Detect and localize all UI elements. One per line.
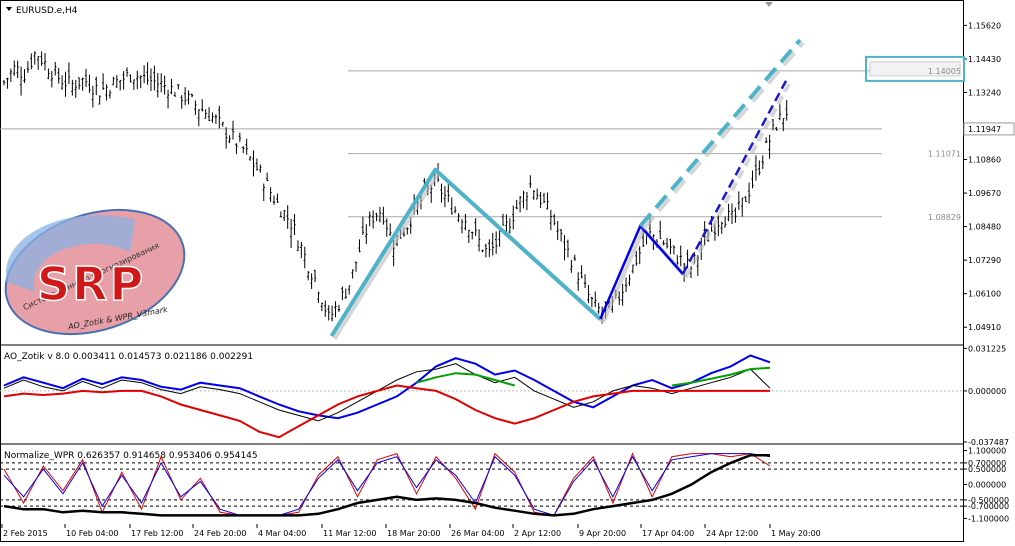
wpr-tick-label: 0.700000 xyxy=(968,459,1006,468)
time-tick-label: 9 Apr 20:00 xyxy=(579,529,626,538)
price-tick-label: 1.08480 xyxy=(968,223,1001,232)
ao-title: AO_Zotik v 8.0 0.003411 0.014573 0.02118… xyxy=(4,352,253,362)
ao-tick-label: -0.037487 xyxy=(968,438,1009,447)
ao-tick-label: 0.031225 xyxy=(968,344,1006,353)
time-tick-label: 18 Mar 20:00 xyxy=(387,529,440,538)
time-tick-label: 10 Feb 04:00 xyxy=(66,529,118,538)
time-axis: 2 Feb 2015 10 Feb 04:00 17 Feb 12:00 24 Feb… xyxy=(1,524,821,538)
zigzag-primary xyxy=(329,167,602,338)
time-tick-label: 24 Feb 20:00 xyxy=(194,529,246,538)
ao-zotik-panel[interactable]: AO_Zotik v 8.0 0.003411 0.014573 0.02118… xyxy=(0,344,1009,447)
projection-lower xyxy=(681,78,788,275)
level-label: 1.14005 xyxy=(928,67,961,76)
wpr-panel[interactable]: Normalize_WPR 0.626357 0.914658 0.953406… xyxy=(0,447,1009,524)
price-tick-label: 1.09670 xyxy=(968,189,1001,198)
price-tick-label: 1.15620 xyxy=(968,21,1001,30)
wpr-tick-label: -0.700000 xyxy=(968,502,1009,511)
level-box xyxy=(865,55,965,82)
ao-axis: 0.031225 0.000000 -0.037487 xyxy=(963,344,1009,447)
price-panel[interactable]: Система раннего прогнозирования SRP AO_Z… xyxy=(0,6,1015,356)
price-tick-label: 1.04910 xyxy=(968,323,1001,332)
level-labels: 1.14005 1.11071 1.08829 xyxy=(865,55,965,222)
down-triangle-icon[interactable] xyxy=(6,7,12,11)
wpr-tick-label: -1.100000 xyxy=(968,514,1009,523)
projection-lower-shadow xyxy=(684,81,792,278)
wpr-title: Normalize_WPR 0.626357 0.914658 0.953406… xyxy=(4,451,258,461)
ao-tick-label: 0.000000 xyxy=(968,387,1006,396)
scroll-marker-icon[interactable] xyxy=(765,2,773,7)
time-tick-label: 17 Apr 04:00 xyxy=(642,529,694,538)
current-price-box xyxy=(963,122,1015,136)
horizontal-levels xyxy=(0,70,882,218)
logo-blue-band xyxy=(5,215,135,292)
projection-upper xyxy=(638,38,802,228)
wpr-series-line xyxy=(3,453,771,516)
level-label: 1.08829 xyxy=(928,213,961,222)
price-tick-label: 1.14430 xyxy=(968,55,1001,64)
time-tick-label: 2 Apr 12:00 xyxy=(514,529,561,538)
price-tick-label: 1.10860 xyxy=(968,156,1001,165)
level-label: 1.11071 xyxy=(928,150,961,159)
wpr-tick-label: -0.500000 xyxy=(968,496,1009,505)
price-tick-label: 1.07290 xyxy=(968,256,1001,265)
pattern-lines xyxy=(329,38,805,341)
time-tick-label: 1 May 20:00 xyxy=(771,529,821,538)
price-tick-label: 1.13240 xyxy=(968,88,1001,97)
time-tick-label: 24 Apr 12:00 xyxy=(706,529,758,538)
wpr-series-line xyxy=(3,453,770,517)
ao-series xyxy=(0,354,963,439)
ao-series-line xyxy=(3,384,770,439)
projection-upper-shadow xyxy=(641,41,805,231)
level-label-bg xyxy=(869,61,961,77)
logo-main-text: SRP xyxy=(37,257,145,311)
price-tick-label: 1.11947 xyxy=(968,125,1001,134)
symbol-title: EURUSD.e,H4 xyxy=(16,6,78,16)
wpr-tick-label: 1.100000 xyxy=(968,447,1006,456)
price-axis: 1.15620 1.14430 1.13240 1.11947 1.10860 1.096… xyxy=(963,21,1015,332)
time-tick-label: 2 Feb 2015 xyxy=(3,529,48,538)
wpr-levels xyxy=(0,462,963,507)
time-tick-label: 4 Mar 04:00 xyxy=(258,529,306,538)
wpr-series xyxy=(3,452,771,517)
ao-series-line xyxy=(3,354,771,420)
wpr-series-line xyxy=(3,452,771,516)
time-tick-label: 17 Feb 12:00 xyxy=(131,529,183,538)
ao-series-line xyxy=(416,366,771,387)
price-tick-label: 1.06100 xyxy=(968,290,1001,299)
ao-series-line xyxy=(3,363,771,422)
wpr-tick-label: 0.000000 xyxy=(968,481,1006,490)
time-tick-label: 11 Mar 12:00 xyxy=(323,529,376,538)
time-tick-label: 26 Mar 04:00 xyxy=(451,529,504,538)
wpr-tick-label: 0.500000 xyxy=(968,465,1006,474)
